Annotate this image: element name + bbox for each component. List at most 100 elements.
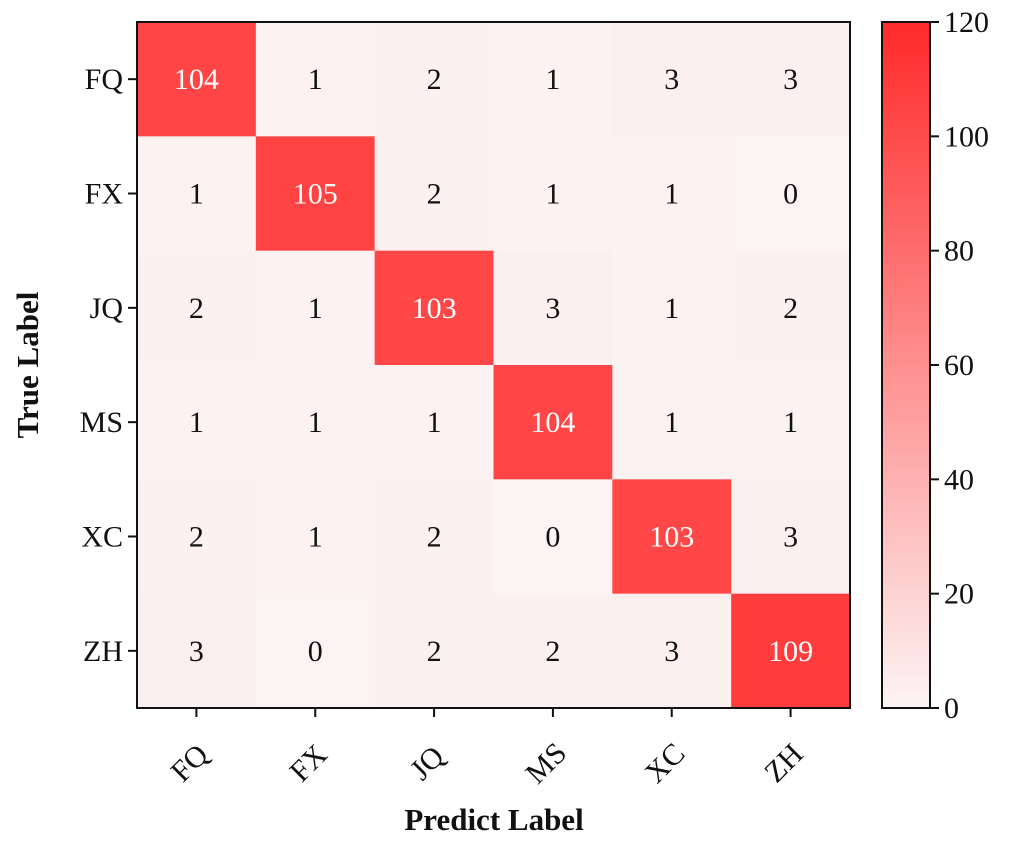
heatmap-cell <box>612 136 732 252</box>
heatmap-cell <box>374 593 495 709</box>
colorbar-tick-label: 20 <box>944 578 974 611</box>
heatmap-cell <box>493 22 613 137</box>
heatmap-cell <box>255 479 376 595</box>
heatmap-cell <box>255 250 376 366</box>
cell-value-label: 1 <box>545 63 560 96</box>
cell-value-label: 3 <box>545 292 560 325</box>
heatmap-cell <box>731 365 851 480</box>
x-tick-label: MS <box>519 736 573 790</box>
cell-value-label: 2 <box>545 635 560 668</box>
y-tick-label: FQ <box>85 63 124 96</box>
cell-value-label: 2 <box>427 635 442 668</box>
x-tick-label: XC <box>639 737 692 790</box>
heatmap-cell <box>137 136 257 252</box>
heatmap-cell <box>731 593 851 709</box>
x-axis-title: Predict Label <box>404 802 584 837</box>
heatmap-cell <box>731 136 851 252</box>
heatmap-cell <box>612 250 732 366</box>
cell-value-label: 3 <box>664 63 679 96</box>
cell-value-label: 2 <box>427 521 442 554</box>
cell-value-label: 105 <box>293 178 338 211</box>
cell-value-label: 2 <box>189 521 204 554</box>
heatmap-cell <box>255 136 376 252</box>
heatmap-cell <box>137 479 257 595</box>
x-tick-label: ZH <box>758 737 810 789</box>
heatmap-cell <box>731 479 851 595</box>
colorbar <box>881 21 931 709</box>
y-tick-label: JQ <box>90 292 124 325</box>
heatmap-cell <box>493 593 613 709</box>
heatmap-cell <box>612 22 732 137</box>
cell-value-label: 1 <box>664 292 679 325</box>
cell-value-label: 3 <box>664 635 679 668</box>
colorbar-tick-label: 40 <box>944 463 974 496</box>
heatmap-cell <box>374 136 495 252</box>
cell-value-label: 3 <box>783 63 798 96</box>
plot-frame <box>136 21 851 709</box>
cell-value-label: 1 <box>783 406 798 439</box>
cell-value-label: 1 <box>308 406 323 439</box>
y-tick-label: XC <box>81 521 123 554</box>
heatmap-cell <box>137 250 257 366</box>
colorbar-ticks: 0 20 40 60 80 100 120 <box>930 6 989 725</box>
cell-value-label: 109 <box>768 635 813 668</box>
heatmap-cell-labels: 104 1 2 1 3 3 1 105 2 1 1 0 2 1 103 3 1 2 1 1 1 104 1 1 2 1 2 0 103 3… <box>174 63 813 668</box>
cell-value-label: 104 <box>174 63 219 96</box>
colorbar-tick-label: 100 <box>944 120 989 153</box>
heatmap-cell <box>493 365 613 480</box>
heatmap-cell <box>137 365 257 480</box>
cell-value-label: 3 <box>783 521 798 554</box>
cell-value-label: 1 <box>308 292 323 325</box>
heatmap-cell <box>493 136 613 252</box>
colorbar-tick-label: 80 <box>944 235 974 268</box>
cell-value-label: 103 <box>649 521 694 554</box>
cell-value-label: 1 <box>189 178 204 211</box>
heatmap-cells <box>137 22 851 709</box>
cell-value-label: 0 <box>783 178 798 211</box>
x-axis-ticks: FQ FX JQ MS XC ZH <box>164 708 810 790</box>
heatmap-cell <box>374 365 495 480</box>
y-tick-label: ZH <box>83 635 123 668</box>
cell-value-label: 0 <box>545 521 560 554</box>
y-axis-title: True Label <box>10 291 45 438</box>
colorbar-tick-label: 120 <box>944 6 989 39</box>
heatmap-cell <box>255 22 376 137</box>
heatmap-cell <box>731 22 851 137</box>
cell-value-label: 1 <box>664 406 679 439</box>
heatmap-cell <box>731 250 851 366</box>
y-axis-ticks: FQ FX JQ MS XC ZH <box>80 63 137 668</box>
cell-value-label: 1 <box>545 178 560 211</box>
x-tick-label: JQ <box>404 740 451 787</box>
heatmap-cell <box>493 250 613 366</box>
x-tick-label: FQ <box>164 738 215 789</box>
heatmap-cell <box>137 593 257 709</box>
cell-value-label: 2 <box>427 63 442 96</box>
cell-value-label: 1 <box>189 406 204 439</box>
cell-value-label: 2 <box>189 292 204 325</box>
colorbar-tick-label: 60 <box>944 349 974 382</box>
heatmap-cell <box>612 365 732 480</box>
heatmap-cell <box>255 593 376 709</box>
cell-value-label: 104 <box>530 406 575 439</box>
cell-value-label: 2 <box>427 178 442 211</box>
cell-value-label: 0 <box>308 635 323 668</box>
x-tick-label: FX <box>283 738 334 789</box>
cell-value-label: 1 <box>308 63 323 96</box>
cell-value-label: 1 <box>308 521 323 554</box>
heatmap-cell <box>374 250 495 366</box>
heatmap-cell <box>137 22 257 137</box>
heatmap-cell <box>374 22 495 137</box>
cell-value-label: 103 <box>412 292 457 325</box>
heatmap-cell <box>374 479 495 595</box>
colorbar-tick-label: 0 <box>944 692 959 725</box>
cell-value-label: 1 <box>664 178 679 211</box>
y-tick-label: MS <box>80 406 123 439</box>
heatmap-cell <box>255 365 376 480</box>
heatmap-cell <box>612 479 732 595</box>
cell-value-label: 1 <box>427 406 442 439</box>
cell-value-label: 2 <box>783 292 798 325</box>
heatmap-cell <box>493 479 613 595</box>
y-tick-label: FX <box>85 178 124 211</box>
heatmap-cell <box>612 593 732 709</box>
